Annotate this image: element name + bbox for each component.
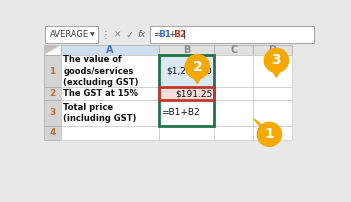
FancyBboxPatch shape [214, 45, 253, 55]
Text: ⋮: ⋮ [101, 30, 111, 40]
Text: =B1+B2: =B1+B2 [161, 108, 199, 117]
FancyBboxPatch shape [44, 25, 316, 44]
Text: Total price
(including GST): Total price (including GST) [63, 103, 137, 123]
Text: D: D [269, 45, 277, 55]
FancyBboxPatch shape [44, 100, 61, 126]
FancyBboxPatch shape [214, 55, 253, 87]
Text: B: B [183, 45, 190, 55]
FancyBboxPatch shape [150, 26, 314, 43]
FancyBboxPatch shape [44, 126, 61, 140]
Text: 2: 2 [49, 89, 55, 98]
FancyBboxPatch shape [44, 55, 61, 87]
FancyBboxPatch shape [61, 87, 159, 100]
FancyBboxPatch shape [214, 126, 253, 140]
FancyBboxPatch shape [253, 100, 292, 126]
Text: 2: 2 [192, 60, 202, 74]
Polygon shape [254, 119, 266, 131]
Text: ✓: ✓ [125, 31, 133, 40]
FancyBboxPatch shape [61, 126, 159, 140]
Text: fx: fx [137, 30, 146, 39]
FancyBboxPatch shape [214, 100, 253, 126]
Text: +: + [168, 30, 176, 39]
FancyBboxPatch shape [45, 26, 98, 43]
Text: B1: B1 [159, 30, 172, 39]
Circle shape [257, 122, 282, 146]
Polygon shape [190, 71, 204, 84]
Text: ✕: ✕ [114, 31, 121, 40]
FancyBboxPatch shape [159, 100, 214, 126]
Text: C: C [230, 45, 237, 55]
FancyBboxPatch shape [159, 45, 214, 55]
Text: B2: B2 [173, 30, 186, 39]
Polygon shape [44, 45, 61, 55]
Text: 3: 3 [272, 54, 281, 67]
FancyBboxPatch shape [44, 45, 61, 55]
FancyBboxPatch shape [159, 55, 214, 87]
FancyBboxPatch shape [61, 45, 159, 55]
Text: 3: 3 [49, 108, 55, 117]
FancyBboxPatch shape [253, 45, 292, 55]
Text: A: A [106, 45, 113, 55]
Circle shape [264, 48, 289, 73]
Text: ▼: ▼ [90, 32, 95, 37]
FancyBboxPatch shape [61, 55, 159, 87]
Circle shape [185, 55, 210, 79]
Text: The value of
goods/services
(excluding GST): The value of goods/services (excluding G… [63, 55, 139, 87]
FancyBboxPatch shape [44, 87, 61, 100]
FancyBboxPatch shape [214, 87, 253, 100]
FancyBboxPatch shape [61, 100, 159, 126]
Polygon shape [270, 65, 283, 77]
Text: $191.25: $191.25 [175, 89, 212, 98]
FancyBboxPatch shape [253, 55, 292, 87]
FancyBboxPatch shape [159, 87, 214, 100]
Text: 1: 1 [265, 127, 274, 141]
Text: The GST at 15%: The GST at 15% [63, 89, 138, 98]
Text: =: = [153, 30, 161, 39]
Text: AVERAGE: AVERAGE [50, 30, 89, 39]
FancyBboxPatch shape [253, 126, 292, 140]
FancyBboxPatch shape [253, 87, 292, 100]
FancyBboxPatch shape [159, 126, 214, 140]
Text: $1,275.00: $1,275.00 [166, 67, 212, 76]
Text: |: | [183, 30, 186, 39]
Text: 4: 4 [49, 128, 55, 137]
Text: 1: 1 [49, 67, 55, 76]
